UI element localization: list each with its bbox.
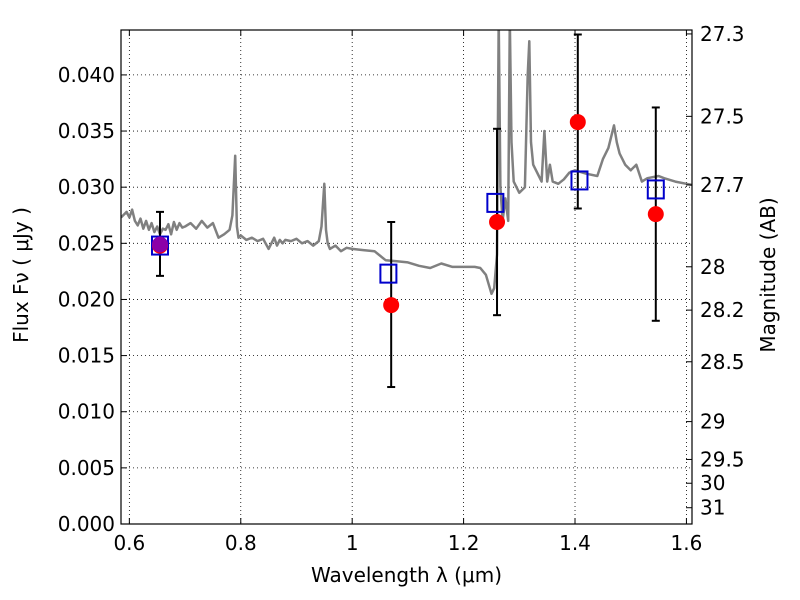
model-spectrum-line xyxy=(121,30,692,296)
grid-lines xyxy=(121,30,692,525)
x-tick-label: 0.6 xyxy=(113,531,145,555)
model-flux-square xyxy=(646,179,665,200)
axes-frame xyxy=(120,29,693,525)
observed-flux-point xyxy=(569,114,586,131)
y-tick-label: 0.035 xyxy=(58,119,115,143)
right-tick-label: 29.5 xyxy=(700,447,745,471)
y-tick-label: 0.040 xyxy=(58,63,115,87)
y-axis-label: Flux Fν ( μJy ) xyxy=(9,207,33,343)
x-tick-label: 1.6 xyxy=(671,531,703,555)
y-tick-label: 0.020 xyxy=(58,287,115,311)
right-tick-label: 28.2 xyxy=(700,298,745,322)
right-tick-label: 31 xyxy=(700,496,725,520)
x-tick-label: 1.2 xyxy=(448,531,480,555)
model-flux-square xyxy=(379,263,398,284)
model-flux-square xyxy=(570,170,589,191)
right-tick-label: 29 xyxy=(700,410,725,434)
right-tick-label: 30 xyxy=(700,471,725,495)
x-tick-label: 0.8 xyxy=(225,531,257,555)
x-tick-label: 1 xyxy=(346,531,359,555)
right-tick-label: 27.7 xyxy=(700,173,745,197)
overlap-flux-point xyxy=(151,236,168,253)
y-tick-label: 0.010 xyxy=(58,400,115,424)
x-tick-label: 1.4 xyxy=(559,531,591,555)
right-tick-label: 27.5 xyxy=(700,104,745,128)
plot-area xyxy=(121,30,692,389)
axis-ticks: 0.6 0.8 1 1.2 1.4 1.6 0.000 0.005 0.010 0.015 0.02… xyxy=(58,22,745,555)
observed-flux-point xyxy=(647,206,664,223)
right-tick-label: 28 xyxy=(700,255,725,279)
y-tick-label: 0.015 xyxy=(58,344,115,368)
y-tick-label: 0.000 xyxy=(58,512,115,536)
observed-flux-point xyxy=(383,297,400,314)
observed-flux-point xyxy=(489,213,506,230)
right-tick-label: 28.5 xyxy=(700,350,745,374)
x-axis-label: Wavelength λ (μm) xyxy=(311,563,502,587)
right-tick-label: 27.3 xyxy=(700,22,745,46)
y-tick-label: 0.005 xyxy=(58,456,115,480)
y-tick-label: 0.030 xyxy=(58,175,115,199)
y-tick-label: 0.025 xyxy=(58,231,115,255)
model-flux-square xyxy=(486,192,505,213)
y-axis-right-label: Magnitude (AB) xyxy=(756,197,780,352)
